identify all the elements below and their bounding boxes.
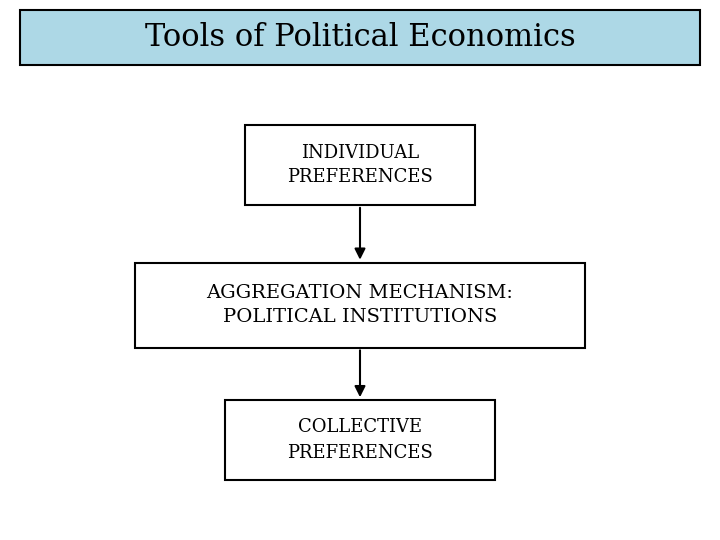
Text: Tools of Political Economics: Tools of Political Economics bbox=[145, 22, 575, 53]
Text: INDIVIDUAL
PREFERENCES: INDIVIDUAL PREFERENCES bbox=[287, 144, 433, 186]
Bar bbox=[20, 10, 700, 65]
Text: COLLECTIVE
PREFERENCES: COLLECTIVE PREFERENCES bbox=[287, 418, 433, 462]
Bar bbox=[225, 400, 495, 480]
Bar bbox=[245, 125, 475, 205]
Bar bbox=[135, 262, 585, 348]
Text: AGGREGATION MECHANISM:
POLITICAL INSTITUTIONS: AGGREGATION MECHANISM: POLITICAL INSTITU… bbox=[207, 284, 513, 327]
